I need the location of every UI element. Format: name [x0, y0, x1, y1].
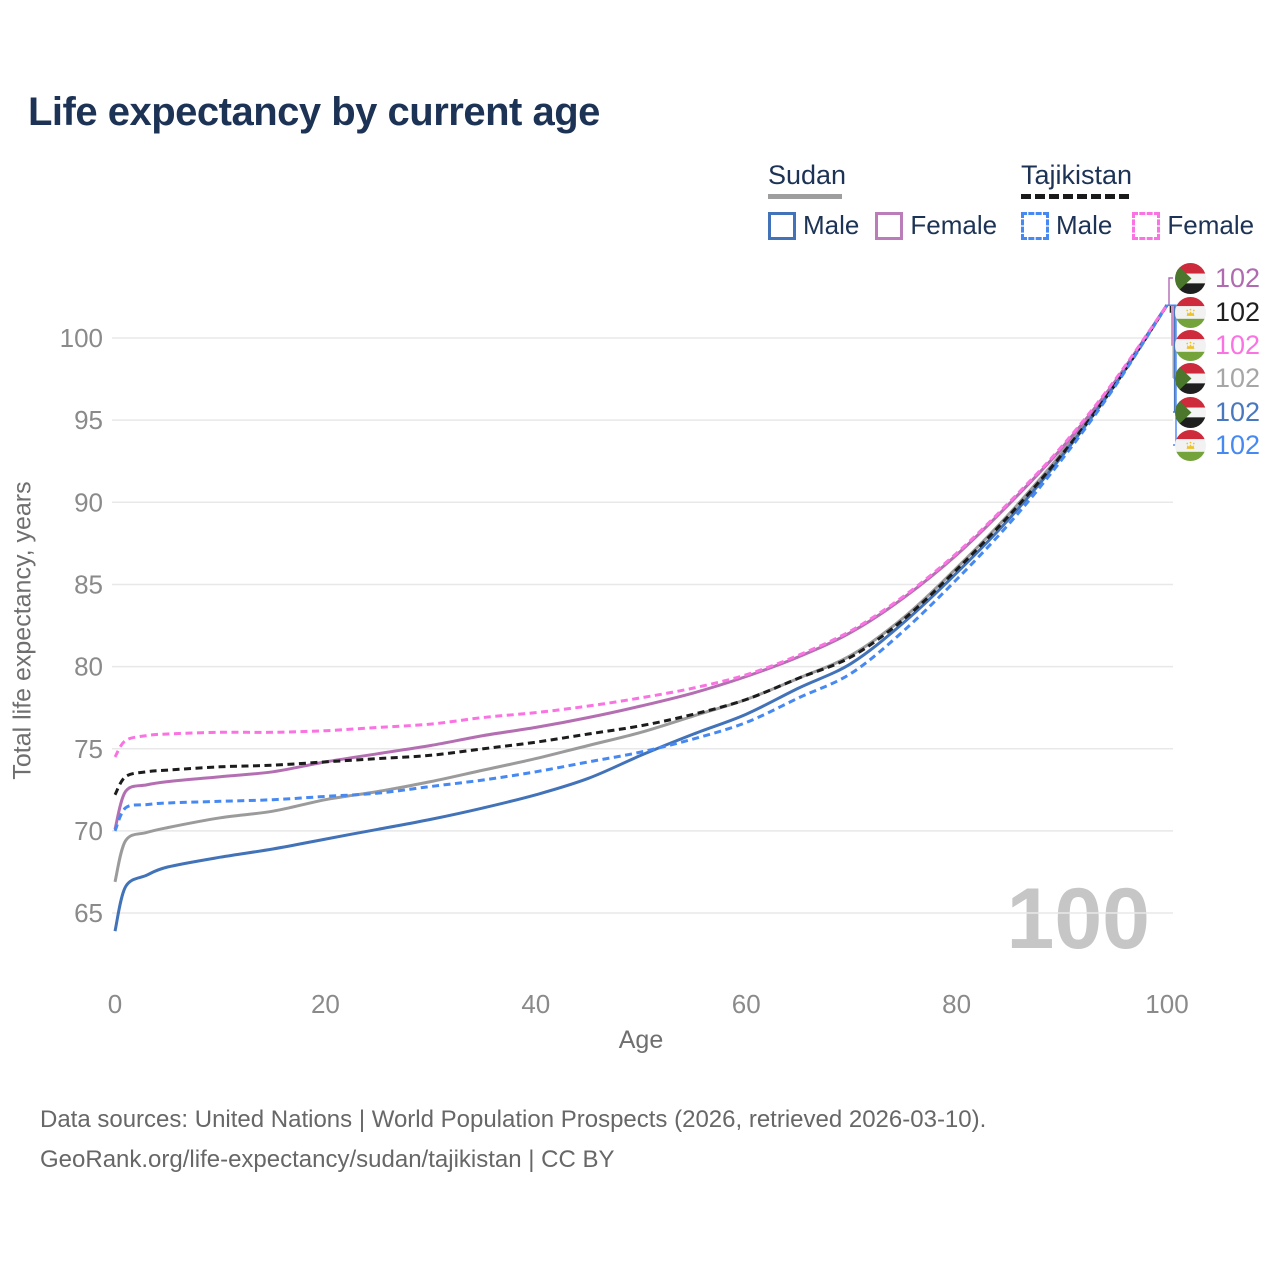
y-tick-label: 85: [74, 569, 103, 599]
series-line-sudan-total[interactable]: [113, 304, 1169, 883]
end-label-value: 102: [1215, 396, 1261, 427]
legend-item-sudan-male[interactable]: Male: [768, 210, 859, 241]
legend-row: Male Female: [768, 210, 997, 241]
end-label-tajikistan-female: 102: [1175, 329, 1261, 361]
end-label-sudan-female: 102: [1175, 262, 1261, 294]
sudan-flag-icon: [1175, 262, 1206, 294]
end-label-value: 102: [1215, 262, 1261, 293]
legend-group-tajikistan: Tajikistan Male Female: [1021, 160, 1254, 241]
y-tick-label: 75: [74, 734, 103, 764]
end-label-tajikistan-male: 102: [1175, 429, 1261, 461]
end-label-value: 102: [1215, 329, 1261, 360]
end-label-value: 102: [1215, 296, 1261, 327]
end-label-sudan-total: 102: [1175, 362, 1261, 394]
end-label-sudan-male: 102: [1175, 396, 1261, 428]
sudan-male-swatch-icon: [768, 211, 796, 240]
series-line-tajikistan-female[interactable]: [113, 304, 1169, 758]
tajikistan-female-swatch-icon: [1132, 211, 1161, 240]
series-line-tajikistan-total[interactable]: [113, 304, 1169, 796]
legend-item-tajikistan-male[interactable]: Male: [1021, 210, 1112, 241]
end-label-leader-line: [1167, 277, 1173, 306]
sudan-flag-icon: [1175, 362, 1206, 394]
y-tick-label: 65: [74, 898, 103, 928]
x-tick-label: 100: [1145, 989, 1188, 1019]
tajikistan-flag-icon: [1175, 329, 1206, 361]
y-tick-label: 90: [74, 487, 103, 517]
legend-item-label: Female: [910, 210, 998, 240]
legend-row: Male Female: [1021, 210, 1254, 241]
x-tick-label: 60: [732, 989, 761, 1019]
series-line-sudan-male[interactable]: [113, 304, 1169, 932]
sudan-flag-icon: [1175, 396, 1206, 428]
legend-country-tajikistan: Tajikistan: [1021, 160, 1133, 190]
end-label-value: 102: [1215, 362, 1261, 393]
tajikistan-flag-icon: [1175, 429, 1206, 461]
y-tick-label: 100: [60, 323, 103, 353]
x-axis-title: Age: [618, 1026, 664, 1054]
y-tick-label: 95: [74, 405, 103, 435]
legend-item-label: Female: [1167, 210, 1255, 240]
legend-group-sudan: Sudan Male Female: [768, 160, 997, 241]
x-tick-label: 40: [521, 989, 550, 1019]
page-title: Life expectancy by current age: [28, 90, 600, 134]
y-tick-label: 80: [74, 652, 103, 682]
x-tick-label: 0: [108, 989, 122, 1019]
sudan-linestyle-sample: [768, 194, 842, 199]
series-line-tajikistan-male[interactable]: [113, 304, 1169, 832]
legend-item-label: Male: [1056, 210, 1113, 240]
legend-item-sudan-female[interactable]: Female: [875, 210, 997, 241]
tajikistan-flag-icon: [1175, 296, 1206, 328]
legend-item-tajikistan-female[interactable]: Female: [1132, 210, 1254, 241]
x-tick-label: 80: [942, 989, 971, 1019]
end-label-tajikistan-total: 102: [1175, 296, 1261, 328]
legend-country-sudan: Sudan: [768, 160, 847, 190]
footer-attribution: GeoRank.org/life-expectancy/sudan/tajiki…: [40, 1146, 615, 1173]
end-label-value: 102: [1215, 429, 1261, 460]
sudan-female-swatch-icon: [875, 211, 904, 240]
footer-data-sources: Data sources: United Nations | World Pop…: [40, 1106, 987, 1133]
tajikistan-linestyle-sample: [1021, 194, 1129, 199]
tajikistan-male-swatch-icon: [1021, 211, 1049, 240]
x-tick-label: 20: [311, 989, 340, 1019]
legend-item-label: Male: [803, 210, 860, 240]
age-watermark: 100: [1006, 871, 1151, 967]
y-tick-label: 70: [74, 816, 103, 846]
